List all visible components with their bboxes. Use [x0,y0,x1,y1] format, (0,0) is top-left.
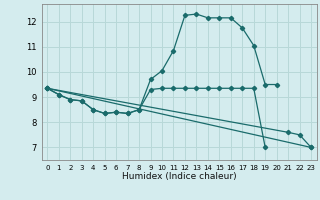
X-axis label: Humidex (Indice chaleur): Humidex (Indice chaleur) [122,172,236,181]
